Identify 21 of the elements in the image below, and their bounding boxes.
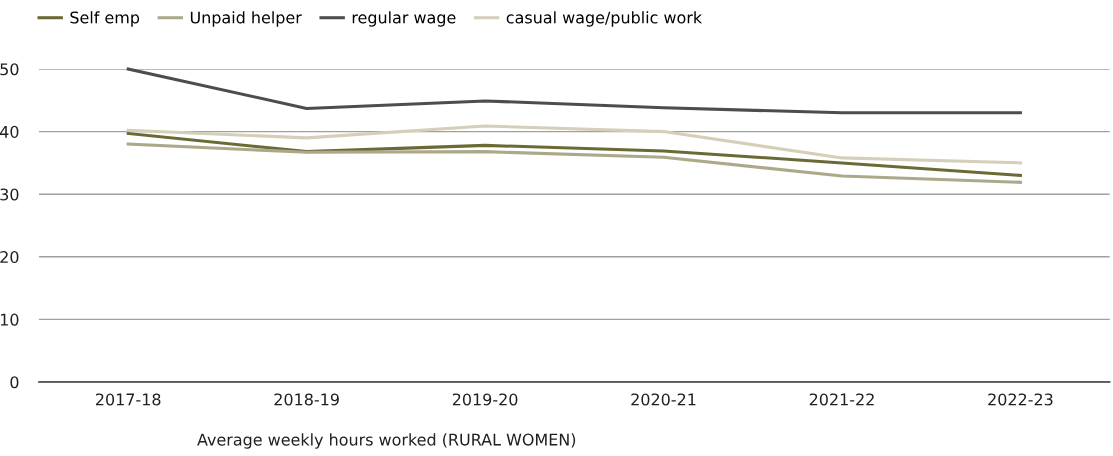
y-tick-label: 30 [0,188,19,201]
x-tick-label: 2017-18 [95,393,161,406]
y-tick-label: 10 [0,313,19,326]
x-tick-label: 2020-21 [631,393,696,406]
text: Average weekly hours worked (RURAL WOMEN) [197,433,576,449]
legend-label: Unpaid helper [190,11,302,27]
line-series [126,142,1022,184]
x-tick-label: 2022-23 [988,393,1053,406]
legend-label: regular wage [352,11,456,27]
y-tick-label: 20 [0,251,19,264]
y-tick-label: 0 [10,376,19,389]
y-tick-label: 50 [0,63,19,76]
line-series [126,124,1022,165]
line-series [126,131,1022,177]
legend-label: casual wage/public work [506,11,703,27]
x-tick-label: 2019-20 [452,393,518,406]
legend-label: Self emp [70,11,140,27]
line-series [126,67,1022,115]
x-tick-label: 2018-19 [274,393,339,406]
x-tick-label: 2021-22 [809,393,874,406]
y-tick-label: 40 [0,125,19,138]
